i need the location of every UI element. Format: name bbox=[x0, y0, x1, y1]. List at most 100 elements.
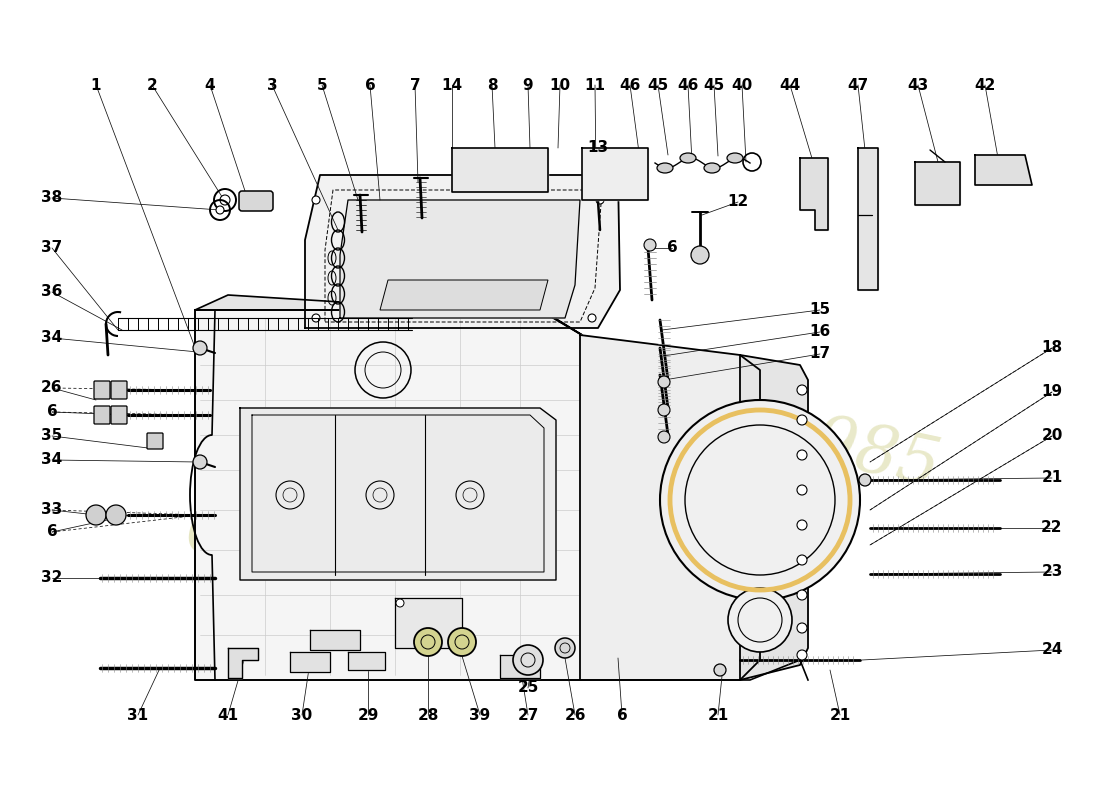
FancyBboxPatch shape bbox=[111, 406, 126, 424]
Circle shape bbox=[658, 376, 670, 388]
Text: 9: 9 bbox=[522, 78, 534, 93]
Polygon shape bbox=[915, 162, 960, 205]
Polygon shape bbox=[580, 335, 760, 680]
Text: 11: 11 bbox=[584, 78, 605, 93]
Text: 47: 47 bbox=[847, 78, 869, 93]
Text: 4: 4 bbox=[205, 78, 216, 93]
Circle shape bbox=[658, 431, 670, 443]
Circle shape bbox=[588, 314, 596, 322]
Text: 20: 20 bbox=[1042, 429, 1063, 443]
Circle shape bbox=[798, 450, 807, 460]
Text: 12: 12 bbox=[727, 194, 749, 210]
Text: 41: 41 bbox=[218, 707, 239, 722]
Polygon shape bbox=[975, 155, 1032, 185]
Circle shape bbox=[312, 314, 320, 322]
Polygon shape bbox=[228, 648, 258, 678]
FancyBboxPatch shape bbox=[94, 381, 110, 399]
Circle shape bbox=[714, 664, 726, 676]
Circle shape bbox=[658, 404, 670, 416]
Text: 6: 6 bbox=[364, 78, 375, 93]
Text: 16: 16 bbox=[810, 325, 830, 339]
Text: 29: 29 bbox=[358, 707, 378, 722]
Text: 6: 6 bbox=[46, 525, 57, 539]
Circle shape bbox=[414, 628, 442, 656]
Circle shape bbox=[798, 555, 807, 565]
Text: 6: 6 bbox=[617, 707, 627, 722]
Circle shape bbox=[798, 623, 807, 633]
Circle shape bbox=[691, 246, 710, 264]
Polygon shape bbox=[500, 655, 540, 678]
Text: 43: 43 bbox=[908, 78, 928, 93]
Polygon shape bbox=[800, 158, 828, 230]
Text: 36: 36 bbox=[42, 285, 63, 299]
Text: 19: 19 bbox=[1042, 385, 1063, 399]
Circle shape bbox=[728, 588, 792, 652]
Polygon shape bbox=[858, 148, 878, 290]
Circle shape bbox=[660, 400, 860, 600]
Polygon shape bbox=[195, 295, 582, 335]
Text: 33: 33 bbox=[42, 502, 63, 518]
Circle shape bbox=[556, 638, 575, 658]
Text: 26: 26 bbox=[564, 707, 585, 722]
Text: 7: 7 bbox=[409, 78, 420, 93]
Polygon shape bbox=[310, 630, 360, 650]
Polygon shape bbox=[240, 408, 556, 580]
Text: 3: 3 bbox=[266, 78, 277, 93]
Circle shape bbox=[192, 341, 207, 355]
Circle shape bbox=[798, 590, 807, 600]
Text: 6: 6 bbox=[667, 241, 678, 255]
Text: 35: 35 bbox=[42, 429, 63, 443]
FancyBboxPatch shape bbox=[94, 406, 110, 424]
Polygon shape bbox=[305, 175, 620, 328]
Text: 34: 34 bbox=[42, 453, 63, 467]
Text: 18: 18 bbox=[1042, 341, 1063, 355]
Polygon shape bbox=[379, 280, 548, 310]
FancyBboxPatch shape bbox=[111, 381, 126, 399]
Ellipse shape bbox=[680, 153, 696, 163]
Text: 21: 21 bbox=[1042, 470, 1063, 486]
Text: 1: 1 bbox=[90, 78, 101, 93]
Text: 31: 31 bbox=[128, 707, 148, 722]
FancyBboxPatch shape bbox=[239, 191, 273, 211]
Text: 5: 5 bbox=[317, 78, 328, 93]
Text: 26: 26 bbox=[42, 381, 63, 395]
Text: 37: 37 bbox=[42, 241, 63, 255]
Text: 46: 46 bbox=[678, 78, 698, 93]
Circle shape bbox=[396, 599, 404, 607]
Circle shape bbox=[859, 474, 871, 486]
Circle shape bbox=[798, 520, 807, 530]
Circle shape bbox=[798, 415, 807, 425]
Text: 13: 13 bbox=[587, 141, 608, 155]
Text: a passion for: a passion for bbox=[236, 567, 543, 613]
Text: 22: 22 bbox=[1042, 521, 1063, 535]
Polygon shape bbox=[340, 200, 580, 318]
Polygon shape bbox=[582, 148, 648, 200]
Text: 24: 24 bbox=[1042, 642, 1063, 658]
Polygon shape bbox=[195, 310, 582, 680]
Text: 23: 23 bbox=[1042, 565, 1063, 579]
Text: 38: 38 bbox=[42, 190, 63, 206]
Circle shape bbox=[798, 650, 807, 660]
Text: 21: 21 bbox=[829, 707, 850, 722]
Ellipse shape bbox=[704, 163, 720, 173]
Text: 45: 45 bbox=[703, 78, 725, 93]
Text: eurocars: eurocars bbox=[186, 490, 594, 570]
Text: 32: 32 bbox=[42, 570, 63, 586]
Circle shape bbox=[448, 628, 476, 656]
Text: 27: 27 bbox=[517, 707, 539, 722]
Circle shape bbox=[192, 455, 207, 469]
Text: 42: 42 bbox=[975, 78, 996, 93]
Text: 17: 17 bbox=[810, 346, 830, 362]
Text: 30: 30 bbox=[292, 707, 312, 722]
Text: 45: 45 bbox=[648, 78, 669, 93]
Ellipse shape bbox=[657, 163, 673, 173]
FancyBboxPatch shape bbox=[147, 433, 163, 449]
Text: 10: 10 bbox=[549, 78, 571, 93]
Text: 21: 21 bbox=[707, 707, 728, 722]
Circle shape bbox=[312, 196, 320, 204]
Text: 25: 25 bbox=[517, 681, 539, 695]
Text: 8: 8 bbox=[486, 78, 497, 93]
Text: 6: 6 bbox=[46, 405, 57, 419]
Text: since 1985: since 1985 bbox=[574, 360, 946, 500]
Circle shape bbox=[798, 385, 807, 395]
